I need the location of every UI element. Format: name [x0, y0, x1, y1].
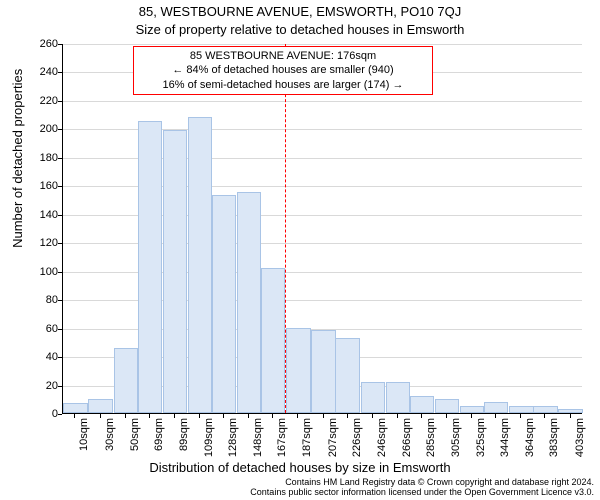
y-tick-label: 220 [40, 95, 58, 107]
x-tick-mark [495, 414, 496, 418]
reference-line [285, 44, 286, 413]
x-tick-label: 167sqm [276, 418, 288, 457]
histogram-bar [435, 399, 459, 413]
x-tick-label: 50sqm [129, 418, 141, 451]
y-tick-label: 260 [40, 38, 58, 50]
y-tick-label: 80 [46, 294, 58, 306]
x-tick-label: 305sqm [450, 418, 462, 457]
gridline [63, 44, 582, 45]
annotation-box: 85 WESTBOURNE AVENUE: 176sqm← 84% of det… [133, 46, 433, 95]
chart-subtitle: Size of property relative to detached ho… [0, 22, 600, 37]
x-tick-mark [446, 414, 447, 418]
annotation-line-3: 16% of semi-detached houses are larger (… [140, 78, 426, 92]
x-tick-mark [323, 414, 324, 418]
histogram-bar [188, 117, 212, 413]
x-tick-label: 109sqm [203, 418, 215, 457]
histogram-bar [386, 382, 410, 413]
y-tick-label: 20 [46, 380, 58, 392]
histogram-bar [335, 338, 359, 413]
y-axis-label: Number of detached properties [10, 69, 25, 248]
histogram-bar [410, 396, 434, 413]
x-tick-label: 30sqm [104, 418, 116, 451]
plot-area: 85 WESTBOURNE AVENUE: 176sqm← 84% of det… [62, 44, 582, 414]
histogram-bar [138, 121, 162, 413]
histogram-bar [63, 403, 87, 413]
histogram-bar [88, 399, 112, 413]
x-tick-mark [347, 414, 348, 418]
histogram-bar [163, 130, 187, 413]
x-tick-label: 226sqm [351, 418, 363, 457]
x-tick-mark [297, 414, 298, 418]
y-tick-label: 100 [40, 266, 58, 278]
x-tick-mark [272, 414, 273, 418]
x-tick-mark [149, 414, 150, 418]
chart-container: 85, WESTBOURNE AVENUE, EMSWORTH, PO10 7Q… [0, 0, 600, 500]
y-tick-label: 180 [40, 152, 58, 164]
y-tick-mark [58, 414, 62, 415]
footer-attribution: Contains HM Land Registry data © Crown c… [250, 478, 594, 498]
histogram-bar [237, 192, 261, 413]
histogram-bar [212, 195, 236, 413]
x-tick-mark [74, 414, 75, 418]
x-tick-label: 246sqm [376, 418, 388, 457]
y-tick-label: 200 [40, 123, 58, 135]
x-tick-mark [471, 414, 472, 418]
histogram-bar [533, 406, 557, 413]
histogram-bar [460, 406, 484, 413]
y-tick-label: 120 [40, 237, 58, 249]
x-tick-label: 364sqm [524, 418, 536, 457]
x-tick-mark [125, 414, 126, 418]
footer-line-2: Contains public sector information licen… [250, 488, 594, 498]
histogram-bar [509, 406, 533, 413]
x-tick-mark [223, 414, 224, 418]
y-tick-label: 40 [46, 351, 58, 363]
x-tick-label: 148sqm [252, 418, 264, 457]
annotation-line-2: ← 84% of detached houses are smaller (94… [140, 63, 426, 77]
x-tick-mark [248, 414, 249, 418]
x-tick-mark [397, 414, 398, 418]
chart-title-address: 85, WESTBOURNE AVENUE, EMSWORTH, PO10 7Q… [0, 4, 600, 19]
x-tick-mark [570, 414, 571, 418]
x-tick-label: 10sqm [78, 418, 90, 451]
histogram-bar [311, 330, 335, 413]
x-tick-label: 187sqm [301, 418, 313, 457]
histogram-bar [361, 382, 385, 413]
x-tick-label: 344sqm [499, 418, 511, 457]
histogram-bar [114, 348, 138, 413]
histogram-bar [286, 328, 310, 413]
y-tick-label: 140 [40, 209, 58, 221]
x-tick-mark [174, 414, 175, 418]
x-tick-mark [100, 414, 101, 418]
x-tick-mark [421, 414, 422, 418]
histogram-bar [558, 409, 582, 413]
x-tick-label: 89sqm [178, 418, 190, 451]
gridline [63, 101, 582, 102]
histogram-bar [484, 402, 508, 413]
x-tick-label: 403sqm [574, 418, 586, 457]
y-tick-label: 240 [40, 66, 58, 78]
x-tick-label: 207sqm [327, 418, 339, 457]
x-axis-label: Distribution of detached houses by size … [0, 460, 600, 475]
x-tick-mark [372, 414, 373, 418]
x-tick-label: 383sqm [548, 418, 560, 457]
x-tick-label: 266sqm [401, 418, 413, 457]
x-tick-mark [520, 414, 521, 418]
x-tick-label: 325sqm [475, 418, 487, 457]
annotation-line-1: 85 WESTBOURNE AVENUE: 176sqm [140, 49, 426, 63]
x-tick-label: 128sqm [227, 418, 239, 457]
y-tick-label: 160 [40, 180, 58, 192]
x-tick-mark [544, 414, 545, 418]
x-tick-label: 285sqm [425, 418, 437, 457]
y-tick-label: 60 [46, 323, 58, 335]
histogram-bar [261, 268, 285, 413]
x-tick-label: 69sqm [153, 418, 165, 451]
x-tick-mark [199, 414, 200, 418]
